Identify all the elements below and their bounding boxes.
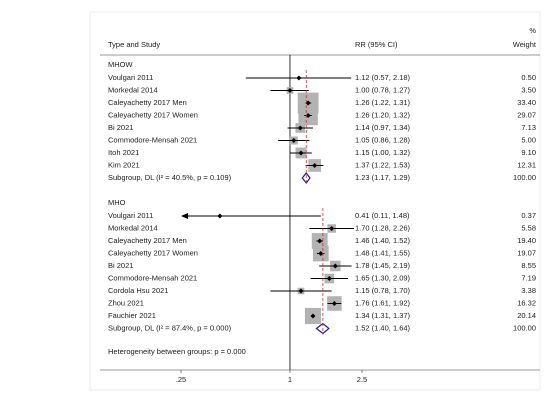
weight-label: 16.32 xyxy=(517,298,536,307)
x-tick-label: .25 xyxy=(176,375,186,384)
x-tick-label: 2.5 xyxy=(357,375,367,384)
weight-label: 7.13 xyxy=(521,123,536,132)
weight-label: 20.14 xyxy=(517,311,536,320)
study-name: Commodore-Mensah 2021 xyxy=(108,273,197,282)
point-estimate xyxy=(317,238,323,244)
study-name: Caleyachetty 2017 Men xyxy=(108,98,187,107)
weight-label: 0.37 xyxy=(521,211,536,220)
ci-label: 1.65 (1.30, 2.09) xyxy=(355,273,411,282)
weight-label: 0.50 xyxy=(521,73,536,82)
ci-label: 1.78 (1.45, 2.19) xyxy=(355,261,411,270)
point-estimate xyxy=(298,150,304,156)
subgroup-label: Subgroup, DL (I² = 40.5%, p = 0.109) xyxy=(108,173,232,182)
study-name: Kim 2021 xyxy=(108,160,140,169)
pct-header: % xyxy=(529,26,536,35)
point-estimate xyxy=(298,288,304,294)
weight-label: 5.58 xyxy=(521,223,536,232)
study-name: Bi 2021 xyxy=(108,261,133,270)
study-name: Morkedal 2014 xyxy=(108,223,158,232)
study-header: Type and Study xyxy=(108,40,160,49)
ci-label: 1.52 (1.40, 1.64) xyxy=(355,323,411,332)
point-estimate xyxy=(287,88,293,93)
heterogeneity: Heterogeneity between groups: p = 0.000 xyxy=(108,347,246,356)
point-estimate xyxy=(296,75,302,81)
point-estimate xyxy=(217,213,223,219)
ci-label: 0.41 (0.11, 1.48) xyxy=(355,211,410,220)
ci-label: 1.76 (1.61, 1.92) xyxy=(355,298,411,307)
weight-label: 100.00 xyxy=(513,173,536,182)
point-estimate xyxy=(318,251,324,256)
study-name: Morkedal 2014 xyxy=(108,85,158,94)
ci-label: 1.05 (0.86, 1.28) xyxy=(355,135,411,144)
weight-label: 29.07 xyxy=(517,110,536,119)
point-estimate xyxy=(326,276,332,281)
effect-header: RR (95% CI) xyxy=(355,40,398,49)
weight-label: 9.10 xyxy=(521,148,536,157)
study-name: Caleyachetty 2017 Women xyxy=(108,248,198,257)
study-name: Bi 2021 xyxy=(108,123,133,132)
study-name: Zhou 2021 xyxy=(108,298,144,307)
ci-label: 1.34 (1.31, 1.37) xyxy=(355,311,411,320)
study-name: Voulgari 2011 xyxy=(108,211,153,220)
ci-label: 1.48 (1.41, 1.55) xyxy=(355,248,411,257)
weight-label: 8.55 xyxy=(521,261,536,270)
point-estimate xyxy=(312,163,318,168)
weight-label: 7.19 xyxy=(521,273,536,282)
point-estimate xyxy=(310,313,316,319)
point-estimate xyxy=(331,301,337,306)
ci-label: 1.23 (1.17, 1.29) xyxy=(355,173,411,182)
ci-label: 1.70 (1.28, 2.26) xyxy=(355,223,411,232)
ci-label: 1.26 (1.20, 1.32) xyxy=(355,110,411,119)
point-estimate xyxy=(297,125,303,131)
weight-label: 19.40 xyxy=(517,236,536,245)
study-name: Cordola Hsu 2021 xyxy=(108,286,168,295)
ci-label: 1.15 (0.78, 1.70) xyxy=(355,286,411,295)
ci-label: 1.14 (0.97, 1.34) xyxy=(355,123,411,132)
group-label: MHO xyxy=(108,198,126,207)
weight-label: 100.00 xyxy=(513,323,536,332)
ci-label: 1.26 (1.22, 1.31) xyxy=(355,98,411,107)
frame xyxy=(89,11,541,391)
ci-label: 1.12 (0.57, 2.18) xyxy=(355,73,411,82)
study-name: Caleyachetty 2017 Men xyxy=(108,236,187,245)
weight-label: 33.40 xyxy=(517,98,536,107)
group-label: MHOW xyxy=(108,60,133,69)
point-estimate xyxy=(332,263,338,269)
study-name: Voulgari 2011 xyxy=(108,73,153,82)
subgroup-label: Subgroup, DL (I² = 87.4%, p = 0.000) xyxy=(108,323,232,332)
point-estimate xyxy=(329,226,335,231)
ci-label: 1.00 (0.78, 1.27) xyxy=(355,85,411,94)
point-estimate xyxy=(305,100,311,106)
weight-header: Weight xyxy=(513,40,537,49)
weight-label: 3.38 xyxy=(521,286,536,295)
ci-label: 1.46 (1.40, 1.52) xyxy=(355,236,411,245)
point-estimate xyxy=(291,138,297,143)
weight-label: 12.31 xyxy=(517,160,536,169)
point-estimate xyxy=(305,113,311,118)
x-tick-label: 1 xyxy=(288,375,292,384)
study-name: Caleyachetty 2017 Women xyxy=(108,110,198,119)
ci-label: 1.37 (1.22, 1.53) xyxy=(355,160,411,169)
ci-label: 1.15 (1.00, 1.32) xyxy=(355,148,411,157)
weight-label: 19.07 xyxy=(517,248,536,257)
ci-arrow xyxy=(181,213,188,219)
study-name: Fauchier 2021 xyxy=(108,311,156,320)
study-name: Commodore-Mensah 2021 xyxy=(108,135,197,144)
study-name: Itoh 2021 xyxy=(108,148,139,157)
weight-label: 5.00 xyxy=(521,135,536,144)
weight-label: 3.50 xyxy=(521,85,536,94)
